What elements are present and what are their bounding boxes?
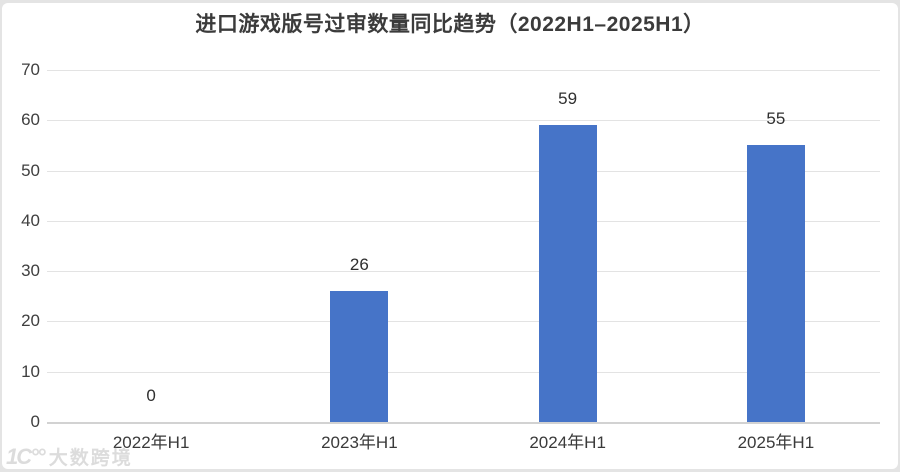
y-axis-tick-label: 70 [21,60,40,79]
gridline [47,321,880,323]
x-axis-tick-label: 2022年H1 [112,433,190,452]
chart-title: 进口游戏版号过审数量同比趋势（2022H1–2025H1） [195,13,705,36]
x-axis-tick-label: 2024年H1 [529,433,606,452]
y-axis-tick-label: 30 [21,261,40,281]
x-axis-line [47,422,880,424]
gridline [47,220,880,222]
chart-card: 进口游戏版号过审数量同比趋势（2022H1–2025H1） 0 10 20 30 40 5… [2,3,898,469]
gridline [47,271,880,273]
y-axis-tick-label: 40 [21,210,40,230]
y-axis-tick-label: 50 [21,160,40,180]
x-axis-tick-label: 2025年H1 [737,433,815,452]
gridline [47,70,880,71]
bar-value-label: 59 [558,89,578,109]
gridline [47,120,880,122]
y-axis-tick-label: 0 [30,412,40,431]
gridline [47,371,880,373]
bar-value-label: 26 [349,255,369,275]
y-axis-tick-label: 10 [21,361,40,381]
y-axis-tick-label: 20 [21,311,40,331]
gridline [47,170,880,172]
bar-value-label: 55 [766,109,786,129]
bar [538,125,597,422]
bar [746,145,805,422]
bar-chart: 0 10 20 30 40 50 60 70 0 2022年H1 26 2023年H1 59 2024年H… [2,3,898,469]
bar [330,291,389,422]
y-axis-tick-label: 60 [21,110,40,130]
bar-value-label: 0 [146,386,156,405]
x-axis-tick-label: 2023年H1 [321,433,398,452]
